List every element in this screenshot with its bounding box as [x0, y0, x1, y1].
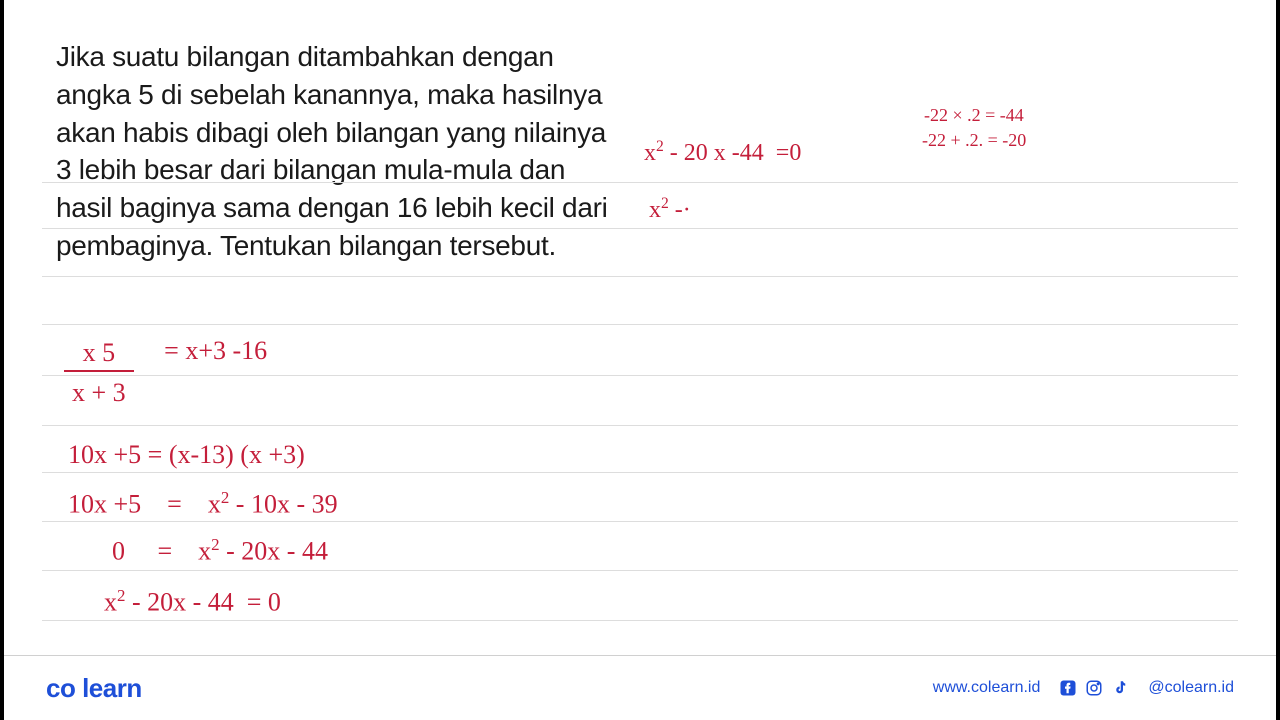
social-handle: @colearn.id: [1148, 679, 1234, 697]
ruled-line: [42, 570, 1238, 571]
handwriting-calc: -22 × .2 = -44: [924, 105, 1024, 126]
handwriting-equation: x 5 x + 3 = x+3 -16: [64, 338, 267, 404]
handwriting-calc: -22 + .2. = -20: [922, 130, 1026, 151]
ruled-line: [42, 228, 1238, 229]
fraction-numerator: x 5: [64, 338, 134, 372]
handwriting-equation: x2 -·: [649, 195, 691, 224]
ruled-line: [42, 620, 1238, 621]
brand-logo: co learn: [46, 673, 142, 704]
ruled-line: [42, 472, 1238, 473]
tiktok-icon: [1110, 678, 1130, 698]
footer: co learn www.colearn.id @colearn.id: [4, 655, 1276, 720]
website-url: www.colearn.id: [933, 679, 1041, 697]
ruled-line: [42, 276, 1238, 277]
fraction-denominator: x + 3: [64, 376, 134, 408]
problem-text: Jika suatu bilangan ditambahkan dengan a…: [56, 38, 626, 265]
handwriting-equation: 10x +5 = (x-13) (x +3): [68, 440, 305, 470]
ruled-line: [42, 324, 1238, 325]
facebook-icon: [1058, 678, 1078, 698]
handwriting-equation: 10x +5 = x2 - 10x - 39: [68, 488, 338, 520]
social-icons: [1058, 678, 1130, 698]
handwriting-equation: x2 - 20x - 44 = 0: [104, 586, 281, 618]
instagram-icon: [1084, 678, 1104, 698]
equation-rhs: = x+3 -16: [164, 336, 267, 365]
ruled-line: [42, 182, 1238, 183]
handwriting-equation: x2 - 20 x -44 =0: [644, 138, 801, 167]
ruled-line: [42, 425, 1238, 426]
handwriting-equation: 0 = x2 - 20x - 44: [112, 535, 328, 567]
ruled-line: [42, 521, 1238, 522]
